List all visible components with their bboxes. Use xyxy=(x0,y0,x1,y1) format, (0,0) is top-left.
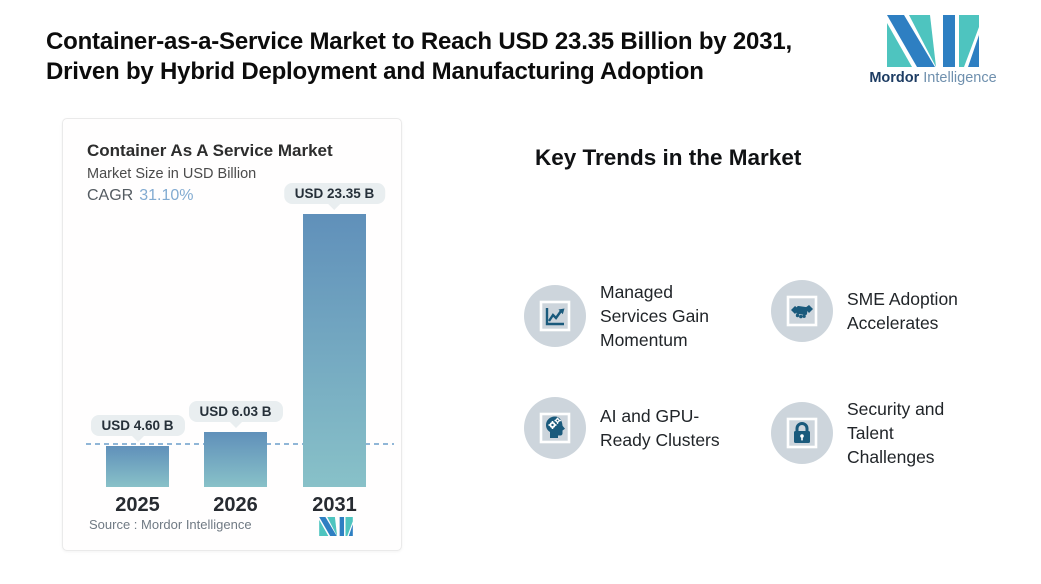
bar-value-label: USD 4.60 B xyxy=(90,415,185,442)
mordor-m-icon-small xyxy=(319,517,353,536)
mordor-m-icon xyxy=(887,15,979,67)
brand-logo: Mordor Intelligence xyxy=(868,15,998,86)
trends-heading: Key Trends in the Market xyxy=(535,145,802,170)
bar-group-2025: USD 4.60 B 2025 xyxy=(90,119,185,516)
trend-label: AI and GPU- Ready Clusters xyxy=(600,406,720,450)
brand-name-light: Intelligence xyxy=(923,70,997,86)
bar-2026[interactable] xyxy=(204,432,267,487)
page-title-line2: Driven by Hybrid Deployment and Manufact… xyxy=(46,58,704,85)
bar-group-2031: USD 23.35 B 2031 xyxy=(283,119,386,516)
brand-name: Mordor Intelligence xyxy=(868,70,998,86)
brand-name-bold: Mordor xyxy=(869,70,920,86)
bar-chart: USD 4.60 B 2025 USD 6.03 B 2026 USD 23.35 B 2… xyxy=(63,119,401,516)
trend-label: SME Adoption Accelerates xyxy=(847,289,958,333)
lock-icon xyxy=(771,402,833,464)
cagr-value: 31.10% xyxy=(139,187,194,204)
trend-label: Security and Talent Challenges xyxy=(847,399,945,467)
market-chart-card: USD 4.60 B 2025 USD 6.03 B 2026 USD 23.35 B 2… xyxy=(62,118,402,551)
chart-subtitle: Market Size in USD Billion xyxy=(87,166,257,182)
x-axis-label: 2031 xyxy=(312,494,357,516)
trend-item-ai-gpu: AI and GPU- Ready Clusters xyxy=(524,397,790,459)
bar-group-2026: USD 6.03 B 2026 xyxy=(188,119,283,516)
chart-source: Source : Mordor Intelligence xyxy=(89,517,252,532)
handshake-icon xyxy=(771,280,833,342)
head-gears-icon xyxy=(524,397,586,459)
page-title-line1: Container-as-a-Service Market to Reach U… xyxy=(46,28,792,55)
bar-2031[interactable] xyxy=(303,214,366,487)
trend-label: Managed Services Gain Momentum xyxy=(600,282,709,350)
chart-cagr: CAGR 31.10% xyxy=(87,187,194,205)
trend-item-managed-services: Managed Services Gain Momentum xyxy=(524,280,790,352)
x-axis-label: 2026 xyxy=(213,494,258,516)
page-title: Container-as-a-Service Market to Reach U… xyxy=(46,27,792,87)
line-chart-icon xyxy=(524,285,586,347)
bar-value-label: USD 6.03 B xyxy=(188,401,283,428)
x-axis-label: 2025 xyxy=(115,494,160,516)
trend-item-sme-adoption: SME Adoption Accelerates xyxy=(771,280,1037,342)
bar-2025[interactable] xyxy=(106,446,169,487)
bar-value-label: USD 23.35 B xyxy=(283,183,386,210)
trend-item-security: Security and Talent Challenges xyxy=(771,397,1037,469)
chart-title: Container As A Service Market xyxy=(87,141,333,160)
cagr-label: CAGR xyxy=(87,187,134,204)
